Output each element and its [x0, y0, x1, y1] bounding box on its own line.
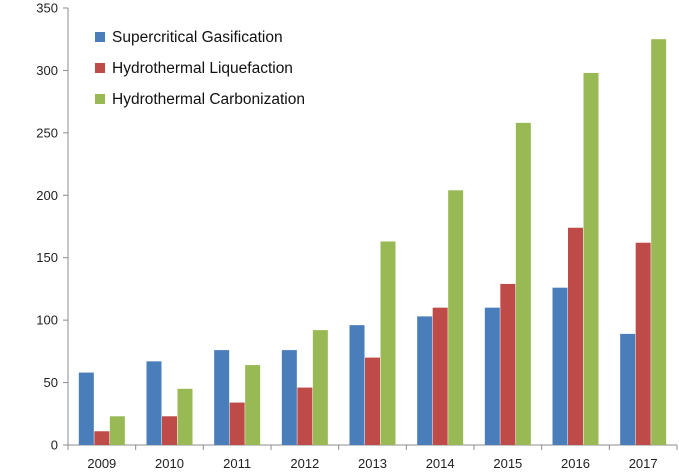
bar-supercritical-gasification-2013	[349, 325, 365, 445]
bar-hydrothermal-carbonization-2010	[177, 388, 193, 445]
bar-supercritical-gasification-2011	[214, 350, 230, 445]
bar-hydrothermal-carbonization-2013	[380, 241, 396, 445]
bar-supercritical-gasification-2016	[552, 287, 568, 445]
bar-supercritical-gasification-2009	[78, 372, 94, 445]
y-tick-label: 300	[36, 63, 58, 78]
bar-hydrothermal-carbonization-2016	[583, 72, 599, 445]
bar-hydrothermal-liquefaction-2009	[94, 431, 110, 445]
bar-hydrothermal-liquefaction-2014	[432, 307, 448, 445]
bar-hydrothermal-liquefaction-2010	[162, 416, 177, 445]
tick-labels: 0 50 100 150 200 250 300 350 2009 2010 2011 2012 201…	[36, 1, 657, 472]
legend-swatch	[95, 94, 105, 104]
bar-hydrothermal-liquefaction-2015	[500, 283, 516, 445]
bars	[78, 39, 667, 446]
bar-hydrothermal-liquefaction-2016	[568, 227, 583, 445]
y-tick-label: 150	[36, 250, 58, 265]
y-tick-label: 250	[36, 125, 58, 140]
bar-supercritical-gasification-2017	[620, 333, 636, 445]
bar-hydrothermal-carbonization-2015	[515, 122, 531, 446]
y-tick-label: 50	[44, 375, 58, 390]
bar-supercritical-gasification-2014	[417, 316, 433, 445]
y-tick-label: 350	[36, 1, 58, 16]
y-tick-label: 100	[36, 313, 58, 328]
x-tick-label: 2012	[290, 456, 319, 471]
bar-supercritical-gasification-2015	[484, 307, 500, 445]
bar-hydrothermal-liquefaction-2012	[297, 387, 313, 445]
bar-hydrothermal-carbonization-2012	[312, 330, 328, 445]
x-tick-label: 2015	[493, 456, 522, 471]
x-tick-label: 2010	[155, 456, 184, 471]
x-tick-label: 2013	[358, 456, 387, 471]
bar-supercritical-gasification-2010	[146, 361, 162, 445]
legend: Supercritical Gasification Hydrothermal L…	[95, 29, 305, 108]
x-tick-label: 2017	[629, 456, 658, 471]
x-tick-label: 2014	[426, 456, 455, 471]
x-tick-label: 2009	[87, 456, 116, 471]
bar-hydrothermal-carbonization-2011	[245, 365, 261, 445]
bar-hydrothermal-liquefaction-2011	[229, 402, 245, 445]
bar-hydrothermal-liquefaction-2017	[635, 242, 651, 445]
bar-hydrothermal-carbonization-2017	[651, 39, 667, 445]
legend-label: Hydrothermal Liquefaction	[112, 60, 293, 77]
legend-label: Supercritical Gasification	[112, 29, 283, 46]
bar-hydrothermal-carbonization-2009	[109, 416, 125, 445]
legend-swatch	[95, 63, 105, 73]
bar-hydrothermal-liquefaction-2013	[365, 357, 380, 445]
y-tick-label: 0	[51, 438, 58, 453]
y-tick-label: 200	[36, 188, 58, 203]
bar-hydrothermal-carbonization-2014	[448, 190, 464, 445]
legend-label: Hydrothermal Carbonization	[112, 91, 305, 108]
x-tick-label: 2016	[561, 456, 590, 471]
legend-swatch	[95, 32, 105, 42]
x-tick-label: 2011	[223, 456, 251, 471]
bar-supercritical-gasification-2012	[281, 350, 297, 445]
